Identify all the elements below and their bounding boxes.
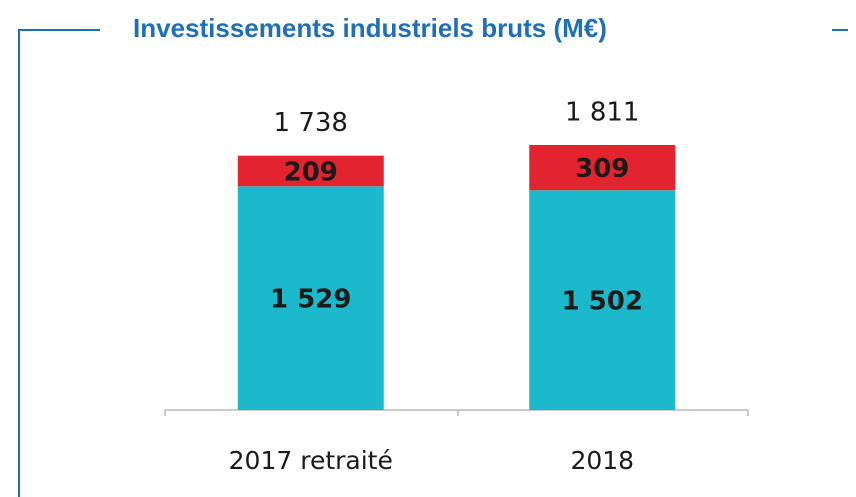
- chart-title: Investissements industriels bruts (M€): [133, 13, 607, 43]
- segment-label: 309: [575, 154, 629, 184]
- bar-segment: [529, 190, 676, 410]
- total-label: 1 738: [274, 108, 348, 138]
- axis: [164, 409, 749, 416]
- x-tick-label: 2018: [570, 446, 634, 475]
- frame: [18, 29, 848, 497]
- x-tick-label: 2017 retraité: [229, 446, 393, 475]
- segment-label: 209: [284, 157, 338, 187]
- segment-label: 1 529: [270, 285, 351, 315]
- total-label: 1 811: [565, 98, 639, 128]
- bar-segment: [237, 186, 384, 410]
- bar-segment: [237, 155, 384, 187]
- bar-segment: [529, 145, 676, 191]
- frame-line: [18, 29, 100, 497]
- segment-label: 1 502: [562, 287, 643, 317]
